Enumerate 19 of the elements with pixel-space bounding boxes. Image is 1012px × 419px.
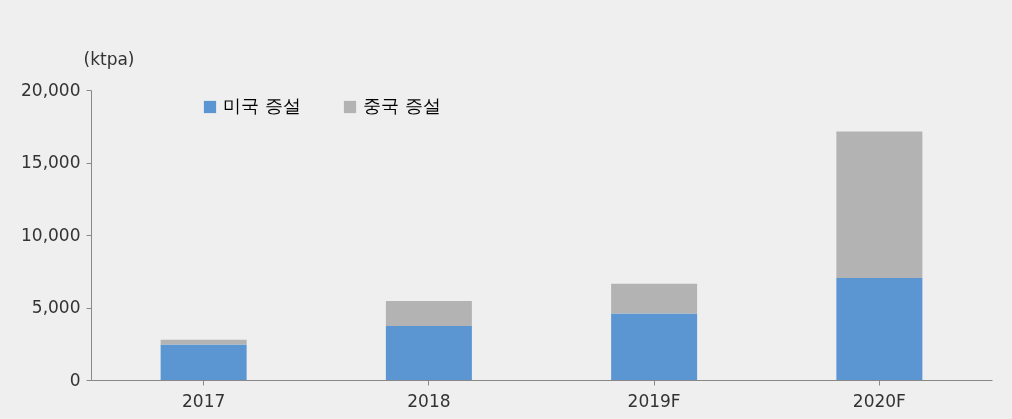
bar (611, 313, 698, 380)
x-tick-label: 2020F (852, 390, 906, 411)
y-tick-label: 15,000 (21, 152, 81, 172)
x-tick-label: 2019F (627, 390, 681, 411)
y-tick-label: 0 (69, 369, 81, 390)
bar (836, 277, 923, 380)
x-tick-label: 2017 (181, 390, 226, 411)
y-axis-title: (ktpa) (83, 48, 135, 69)
bar (385, 300, 472, 327)
bar (611, 283, 698, 314)
legend-label: 미국 증설 (223, 95, 301, 116)
legend-label: 중국 증설 (363, 95, 441, 116)
y-tick-label: 20,000 (21, 79, 81, 100)
x-tick-label: 2018 (407, 390, 451, 411)
bar (160, 344, 247, 380)
y-tick-label: 10,000 (21, 224, 81, 245)
y-tick-label: 5,000 (31, 297, 81, 317)
bar (385, 326, 472, 380)
bar (836, 131, 923, 278)
